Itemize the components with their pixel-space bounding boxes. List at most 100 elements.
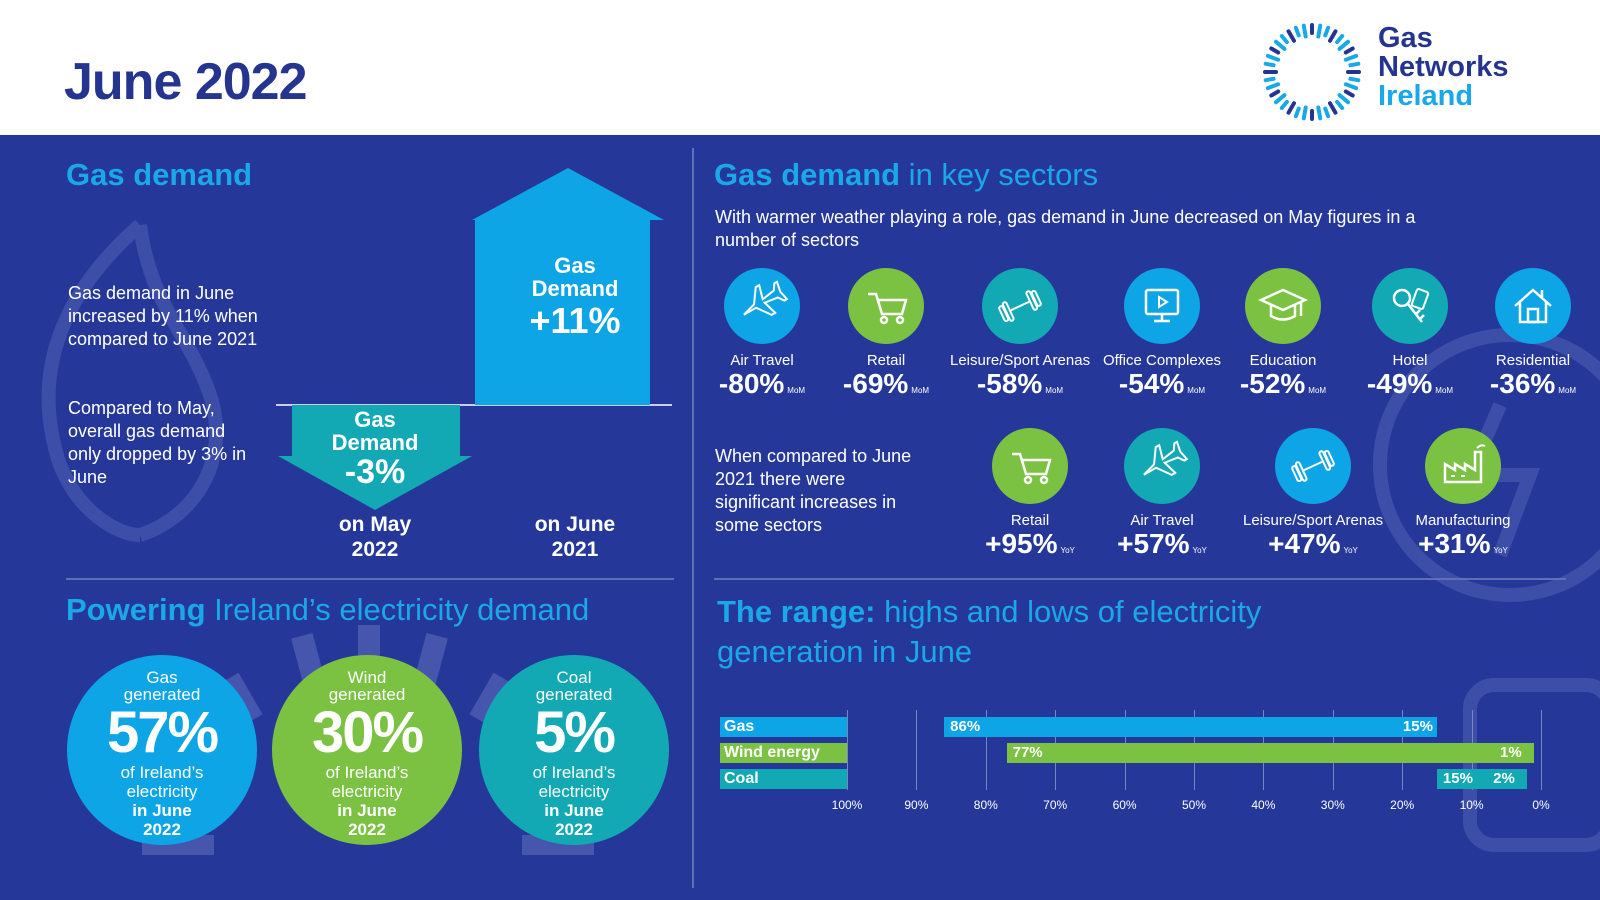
- sector-manufacturing: Manufacturing +31% YoY: [1393, 428, 1533, 566]
- logo-ring-tick: [1301, 23, 1308, 39]
- bar-high-label: 86%: [950, 718, 981, 735]
- sector-icon-circle: [1124, 268, 1200, 344]
- divider-right: [714, 578, 1566, 580]
- x-tick-label: 60%: [1112, 798, 1137, 812]
- logo-ring-tick: [1343, 89, 1355, 98]
- sector-leisure-sport-arenas: Leisure/Sport Arenas +47% YoY: [1243, 428, 1383, 566]
- logo-ring-tick: [1343, 82, 1359, 91]
- gridline: [1541, 710, 1542, 790]
- key-sectors-title: Gas demand in key sectors: [714, 157, 1099, 192]
- yoy-intro: When compared to June 2021 there were si…: [715, 446, 912, 535]
- sector-icon-circle: [848, 268, 924, 344]
- dumbbell-icon: [998, 289, 1042, 323]
- sector-value: -69% MoM: [842, 368, 930, 399]
- gas-generated-circle: Gas generated 57% of Ireland’s electricity…: [67, 655, 257, 845]
- x-tick-label: 80%: [973, 798, 998, 812]
- gas-demand-title: Gas demand: [66, 157, 253, 192]
- logo-word-1: Gas: [1378, 22, 1433, 54]
- sector-name: Retail: [866, 352, 906, 369]
- logo-ring-tick: [1337, 39, 1350, 51]
- sector-name: Office Complexes: [1102, 352, 1222, 369]
- sector-value: -36% MoM: [1489, 368, 1577, 399]
- sector-name: Leisure/Sport Arenas: [1243, 512, 1384, 529]
- sector-retail: Retail -69% MoM: [816, 268, 956, 406]
- monitor-icon: [1144, 288, 1180, 323]
- sector-icon-circle: [1245, 268, 1321, 344]
- range-bar: [1006, 743, 1535, 763]
- logo-ring-tick: [1293, 25, 1301, 38]
- sector-value: -80% MoM: [718, 368, 806, 399]
- sector-name: Air Travel: [730, 352, 794, 369]
- sector-name: Residential: [1495, 352, 1571, 369]
- logo-ring-tick: [1348, 76, 1361, 83]
- range-bar: [1436, 769, 1528, 789]
- graduation-cap-icon: [1257, 288, 1309, 321]
- wind-generated-circle: Wind generated 30% of Ireland’s electricit…: [272, 655, 462, 845]
- sector-icon-circle: [982, 268, 1058, 344]
- sector-residential: Residential -36% MoM: [1463, 268, 1600, 406]
- gridline: [847, 710, 848, 790]
- cart-icon: [1012, 452, 1052, 485]
- logo-ring-tick: [1323, 106, 1331, 119]
- logo-ring-tick: [1323, 25, 1331, 38]
- logo-ring-tick: [1286, 29, 1296, 43]
- bar-high-label: 77%: [1012, 744, 1043, 761]
- series-label: Coal: [720, 769, 847, 789]
- down-arrow: [278, 405, 472, 510]
- bar-low-label: 15%: [1402, 718, 1433, 735]
- logo-ring-tick: [1274, 39, 1287, 51]
- gas-demand-arrows: [276, 168, 672, 510]
- sector-education: Education -52% MoM: [1213, 268, 1353, 406]
- series-label: Gas: [720, 717, 847, 737]
- logo-ring-tick: [1265, 82, 1281, 91]
- logo-ring-tick: [1343, 46, 1355, 55]
- sector-value: -49% MoM: [1366, 368, 1454, 399]
- up-arrow-label: Gas Demand +11%: [529, 253, 621, 341]
- sector-icon-circle: [992, 428, 1068, 504]
- sector-name: Retail: [1010, 512, 1050, 529]
- label-on-may: on May 2022: [338, 513, 412, 561]
- plane-icon: [1143, 440, 1189, 476]
- logo-ring-tick: [1343, 53, 1359, 62]
- cart-icon: [868, 292, 908, 325]
- sector-name: Leisure/Sport Arenas: [950, 352, 1091, 369]
- logo-ring-tick: [1274, 93, 1287, 105]
- x-tick-label: 10%: [1459, 798, 1484, 812]
- x-tick-label: 40%: [1251, 798, 1276, 812]
- sector-hotel: Hotel -49% MoM: [1340, 268, 1480, 406]
- gridline: [916, 710, 918, 790]
- sector-office-complexes: Office Complexes -54% MoM: [1092, 268, 1232, 406]
- logo-ring-tick: [1293, 106, 1301, 119]
- sector-value: +95% YoY: [985, 528, 1075, 559]
- logo-ring-tick: [1335, 99, 1345, 110]
- divider-left: [66, 578, 674, 580]
- sector-name: Education: [1249, 352, 1317, 369]
- sector-retail: Retail +95% YoY: [960, 428, 1100, 566]
- logo-ring-tick: [1263, 61, 1276, 68]
- sector-icon-circle: [724, 268, 800, 344]
- key-sectors-intro: With warmer weather playing a role, gas …: [715, 207, 1416, 250]
- sector-value: +47% YoY: [1268, 528, 1358, 559]
- sector-name: Hotel: [1392, 352, 1428, 369]
- logo-ring-tick: [1279, 99, 1289, 110]
- logo-ring-tick: [1286, 101, 1296, 115]
- x-tick-label: 30%: [1320, 798, 1345, 812]
- sector-icon-circle: [1275, 428, 1351, 504]
- coal-generated-circle: Coal generated 5% of Ireland’s electricity…: [479, 655, 669, 845]
- logo-text: Gas Networks Ireland: [1378, 24, 1509, 111]
- x-tick-label: 0%: [1532, 798, 1550, 812]
- x-tick-label: 50%: [1181, 798, 1207, 812]
- sector-name: Air Travel: [1130, 512, 1194, 529]
- logo-ring-tick: [1328, 101, 1338, 115]
- gas-demand-text-1: Gas demand in June increased by 11% when…: [68, 283, 258, 349]
- logo-ring-tick: [1328, 29, 1338, 43]
- sector-air-travel: Air Travel -80% MoM: [692, 268, 832, 406]
- flame-outline-icon: [41, 219, 145, 542]
- gas-networks-ireland-logo: [1263, 23, 1361, 121]
- series-label: Wind energy: [720, 743, 847, 763]
- logo-ring-tick: [1337, 93, 1350, 105]
- logo-ring-tick: [1316, 23, 1323, 39]
- range-title: The range: highs and lows of electricity…: [717, 594, 1262, 669]
- up-arrow: [472, 168, 664, 405]
- sector-value: -58% MoM: [976, 368, 1064, 399]
